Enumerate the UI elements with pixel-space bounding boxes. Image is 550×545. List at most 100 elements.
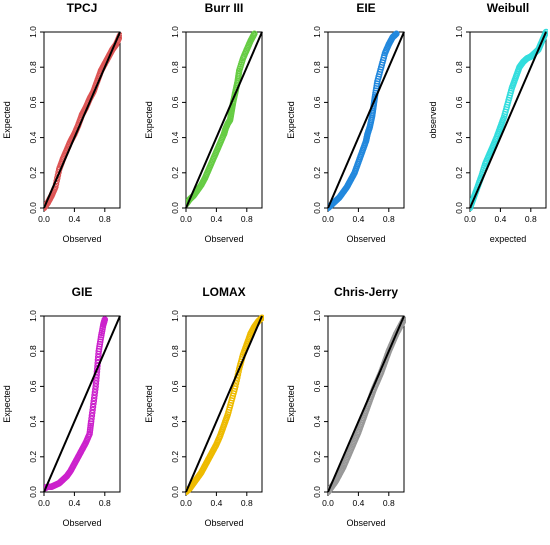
data-points-weibull [470,28,548,212]
x-tick-label: 0.0 [464,214,476,224]
plot-frame [185,315,263,493]
y-tick-label: 0.4 [170,415,180,427]
y-tick-label: 1.0 [28,26,38,38]
data-point [258,314,264,322]
y-tick-label: 0.4 [170,131,180,143]
y-tick-label: 0.2 [312,167,322,179]
x-axis-label: Observed [62,518,101,528]
y-tick-label: 1.0 [170,310,180,322]
x-tick-label: 0.0 [38,214,50,224]
y-tick-label: 0.2 [28,167,38,179]
plot-frame [43,31,121,209]
x-tick-label: 0.4 [68,214,80,224]
panel-title-burr-iii: Burr III [205,1,244,15]
y-tick-label: 0.2 [170,451,180,463]
x-tick-label: 0.8 [241,498,253,508]
x-axis-label: Observed [204,518,243,528]
data-point [90,397,98,405]
data-point [89,403,97,411]
y-tick-label: 0.4 [454,131,464,143]
data-point [91,391,98,399]
panel-eie: EIE 0.0 0.4 0.8 0.0 0.2 0.4 0.6 0.8 1.0 Observed Ex… [286,1,405,244]
reference-line [327,31,405,209]
plot-frame [327,31,405,209]
x-tick-label: 0.4 [494,214,506,224]
y-tick-label: 0.4 [28,415,38,427]
x-tick-label: 0.0 [38,498,50,508]
data-point [91,389,99,396]
y-axis-label: Expected [286,101,296,139]
y-tick-label: 0.6 [28,380,38,392]
x-tick-label: 0.0 [322,214,334,224]
data-points-burr-iii [186,30,258,208]
plot-frame [43,315,121,493]
panel-tpcj: TPCJ 0.0 0.4 0.8 0.0 0.2 0.4 0.6 0.8 1.0 Observed E… [2,1,122,244]
data-points-lomax [186,314,264,496]
panel-chris-jerry: Chris-Jerry 0.0 0.4 0.8 0.0 0.2 0.4 0.6 0.8 1.0 Ob… [286,285,406,528]
y-tick-label: 0.8 [170,61,180,73]
y-tick-label: 0.0 [170,202,180,214]
y-tick-label: 0.0 [28,486,38,498]
panel-lomax: LOMAX 0.0 0.4 0.8 0.0 0.2 0.4 0.6 0.8 1.0 Observed… [144,285,264,528]
y-tick-label: 0.0 [454,202,464,214]
x-axis-label: expected [490,234,527,244]
panel-gie: GIE 0.0 0.4 0.8 0.0 0.2 0.4 0.6 0.8 1.0 Observed Ex… [2,285,121,528]
x-tick-label: 0.0 [180,498,192,508]
data-point [92,377,100,384]
data-point [94,353,102,361]
x-tick-label: 0.8 [99,214,111,224]
y-tick-label: 1.0 [312,310,322,322]
y-tick-label: 0.2 [28,451,38,463]
y-tick-label: 0.0 [170,486,180,498]
data-point [92,383,99,390]
panel-title-gie: GIE [72,285,93,299]
y-tick-label: 0.6 [170,96,180,108]
data-point [251,30,258,38]
y-tick-label: 0.8 [454,61,464,73]
data-point [542,28,548,36]
x-tick-label: 0.4 [210,498,222,508]
x-tick-label: 0.4 [352,214,364,224]
y-tick-label: 0.6 [454,96,464,108]
data-point [90,394,98,402]
data-point [92,380,100,387]
y-tick-label: 0.4 [28,131,38,143]
y-tick-label: 1.0 [28,310,38,322]
y-tick-label: 1.0 [312,26,322,38]
reference-line [327,315,405,493]
data-point [101,316,109,323]
plot-frame [185,31,263,209]
panel-title-eie: EIE [356,1,375,15]
x-tick-label: 0.0 [322,498,334,508]
y-tick-label: 0.6 [312,380,322,392]
data-points-eie [328,30,400,212]
x-tick-label: 0.4 [352,498,364,508]
x-axis-label: Observed [204,234,243,244]
y-tick-label: 0.4 [312,131,322,143]
y-axis-label: observed [428,101,438,138]
x-tick-label: 0.8 [383,214,395,224]
panel-weibull: Weibull 0.0 0.4 0.8 0.0 0.2 0.4 0.6 0.8 1.0 expect… [428,1,548,244]
y-tick-label: 0.6 [312,96,322,108]
y-tick-label: 0.0 [312,202,322,214]
plot-frame [327,315,405,493]
y-tick-label: 0.6 [28,96,38,108]
x-axis-label: Observed [346,518,385,528]
x-tick-label: 0.8 [99,498,111,508]
y-tick-label: 0.8 [28,61,38,73]
data-point [87,418,95,425]
data-point [88,415,95,422]
x-tick-label: 0.0 [180,214,192,224]
data-point [232,383,239,390]
plot-frame [469,31,547,209]
y-tick-label: 0.8 [28,345,38,357]
x-tick-label: 0.8 [383,498,395,508]
y-tick-label: 0.4 [312,415,322,427]
y-tick-label: 0.8 [312,345,322,357]
data-point [90,400,97,408]
x-tick-label: 0.8 [241,214,253,224]
data-points-gie [44,316,109,492]
panel-title-tpcj: TPCJ [67,1,98,15]
data-point [88,412,96,419]
